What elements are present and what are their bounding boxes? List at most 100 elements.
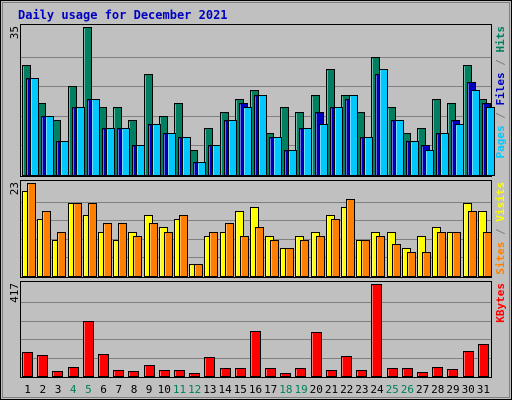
day-label: 17 bbox=[264, 383, 277, 396]
bar-sites-day-26 bbox=[407, 252, 416, 277]
bar-pages-day-24 bbox=[379, 69, 388, 176]
bar-kbytes-day-9 bbox=[144, 365, 155, 377]
day-label: 21 bbox=[325, 383, 338, 396]
bar-kbytes-day-7 bbox=[113, 370, 124, 377]
day-label: 11 bbox=[173, 383, 186, 396]
bar-pages-day-30 bbox=[471, 90, 480, 176]
bar-pages-day-5 bbox=[91, 99, 100, 176]
bar-pages-day-18 bbox=[288, 150, 297, 176]
bar-sites-day-21 bbox=[331, 219, 340, 277]
day-label: 23 bbox=[355, 383, 368, 396]
bar-pages-day-3 bbox=[60, 141, 69, 176]
bar-pages-day-8 bbox=[136, 145, 145, 176]
bar-sites-day-2 bbox=[42, 211, 51, 277]
bar-pages-day-6 bbox=[106, 128, 115, 176]
bar-pages-day-29 bbox=[455, 124, 464, 176]
panel-legend: Sites / Visits bbox=[494, 182, 507, 275]
bar-pages-day-13 bbox=[212, 145, 221, 176]
bar-pages-day-9 bbox=[152, 124, 161, 176]
day-label: 25 bbox=[386, 383, 399, 396]
bar-sites-day-29 bbox=[452, 232, 461, 277]
bar-kbytes-day-14 bbox=[220, 368, 231, 377]
bar-sites-day-23 bbox=[361, 240, 370, 277]
bar-kbytes-day-10 bbox=[159, 370, 170, 377]
bar-pages-day-21 bbox=[334, 107, 343, 176]
bar-kbytes-day-5 bbox=[83, 321, 94, 377]
bar-sites-day-19 bbox=[300, 240, 309, 277]
day-label: 9 bbox=[146, 383, 153, 396]
bar-kbytes-day-16 bbox=[250, 331, 261, 377]
bar-kbytes-day-6 bbox=[98, 354, 109, 377]
day-label: 4 bbox=[70, 383, 77, 396]
bar-pages-day-7 bbox=[121, 128, 130, 176]
axis-max-label: 23 bbox=[8, 182, 21, 195]
legend-entry: Files bbox=[494, 72, 507, 105]
bar-sites-day-16 bbox=[255, 227, 264, 277]
day-label: 24 bbox=[370, 383, 384, 396]
day-label: 1 bbox=[24, 383, 31, 396]
bar-sites-day-30 bbox=[468, 211, 477, 277]
day-label: 18 bbox=[279, 383, 292, 396]
bar-kbytes-day-17 bbox=[265, 368, 276, 377]
day-label: 22 bbox=[340, 383, 353, 396]
bar-kbytes-day-8 bbox=[128, 371, 139, 377]
bar-pages-day-28 bbox=[440, 133, 449, 176]
bar-pages-day-15 bbox=[243, 107, 252, 176]
legend-entry: / bbox=[494, 106, 507, 126]
bar-sites-day-11 bbox=[179, 215, 188, 277]
bar-kbytes-day-12 bbox=[189, 373, 200, 377]
bar-kbytes-day-11 bbox=[174, 370, 185, 377]
bar-sites-day-1 bbox=[27, 183, 36, 277]
bar-kbytes-day-18 bbox=[280, 373, 291, 377]
bar-kbytes-day-30 bbox=[463, 351, 474, 377]
bar-pages-day-25 bbox=[395, 120, 404, 176]
bar-sites-day-15 bbox=[240, 236, 249, 277]
day-label: 15 bbox=[234, 383, 247, 396]
bar-sites-day-28 bbox=[437, 232, 446, 277]
bar-sites-day-3 bbox=[57, 232, 66, 277]
bar-kbytes-day-28 bbox=[432, 367, 443, 377]
day-label: 19 bbox=[294, 383, 307, 396]
bar-sites-day-24 bbox=[376, 236, 385, 277]
bar-kbytes-day-3 bbox=[52, 371, 63, 377]
axis-max-label: 35 bbox=[8, 26, 21, 39]
legend-entry: KBytes bbox=[494, 283, 507, 323]
bar-pages-day-20 bbox=[319, 124, 328, 176]
day-label: 5 bbox=[85, 383, 92, 396]
day-label: 26 bbox=[401, 383, 414, 396]
day-label: 2 bbox=[39, 383, 46, 396]
day-label: 20 bbox=[310, 383, 323, 396]
legend-entry: / bbox=[494, 53, 507, 73]
bar-sites-day-8 bbox=[133, 236, 142, 277]
day-label: 13 bbox=[203, 383, 216, 396]
day-label: 29 bbox=[446, 383, 459, 396]
day-label: 3 bbox=[55, 383, 62, 396]
bar-sites-day-12 bbox=[194, 264, 203, 277]
bar-pages-day-31 bbox=[486, 107, 495, 176]
bar-sites-day-6 bbox=[103, 223, 112, 277]
bar-kbytes-day-25 bbox=[387, 368, 398, 377]
panel-visits-sites: 23 Sites / Visits bbox=[8, 180, 507, 278]
legend-entry: Pages bbox=[494, 125, 507, 158]
day-label: 14 bbox=[218, 383, 232, 396]
day-label: 31 bbox=[477, 383, 490, 396]
bar-kbytes-day-1 bbox=[22, 352, 33, 377]
day-label: 6 bbox=[100, 383, 107, 396]
bar-sites-day-7 bbox=[118, 223, 127, 277]
bar-pages-day-4 bbox=[76, 107, 85, 176]
panel-kbytes: 417 KBytes bbox=[8, 281, 507, 378]
bar-sites-day-4 bbox=[73, 203, 82, 277]
legend-entry: Sites bbox=[494, 242, 507, 275]
day-label: 16 bbox=[249, 383, 262, 396]
bar-pages-day-17 bbox=[273, 137, 282, 176]
chart-panels: 35 Pages / Files / Hits 23 Sites / Visits 41… bbox=[8, 24, 507, 378]
bar-pages-day-23 bbox=[364, 137, 373, 176]
panel-legend: Pages / Files / Hits bbox=[494, 26, 507, 159]
bar-kbytes-day-2 bbox=[37, 355, 48, 377]
axis-max-label: 417 bbox=[8, 283, 21, 303]
bar-sites-day-20 bbox=[316, 236, 325, 277]
bar-sites-day-9 bbox=[149, 223, 158, 277]
day-labels: 1 2 3 4 5 6 7 8 9 10 11 12 13 14 15 16 17 18 19 20 21 22 23 24 2… bbox=[24, 383, 490, 396]
bar-kbytes-day-26 bbox=[402, 368, 413, 377]
